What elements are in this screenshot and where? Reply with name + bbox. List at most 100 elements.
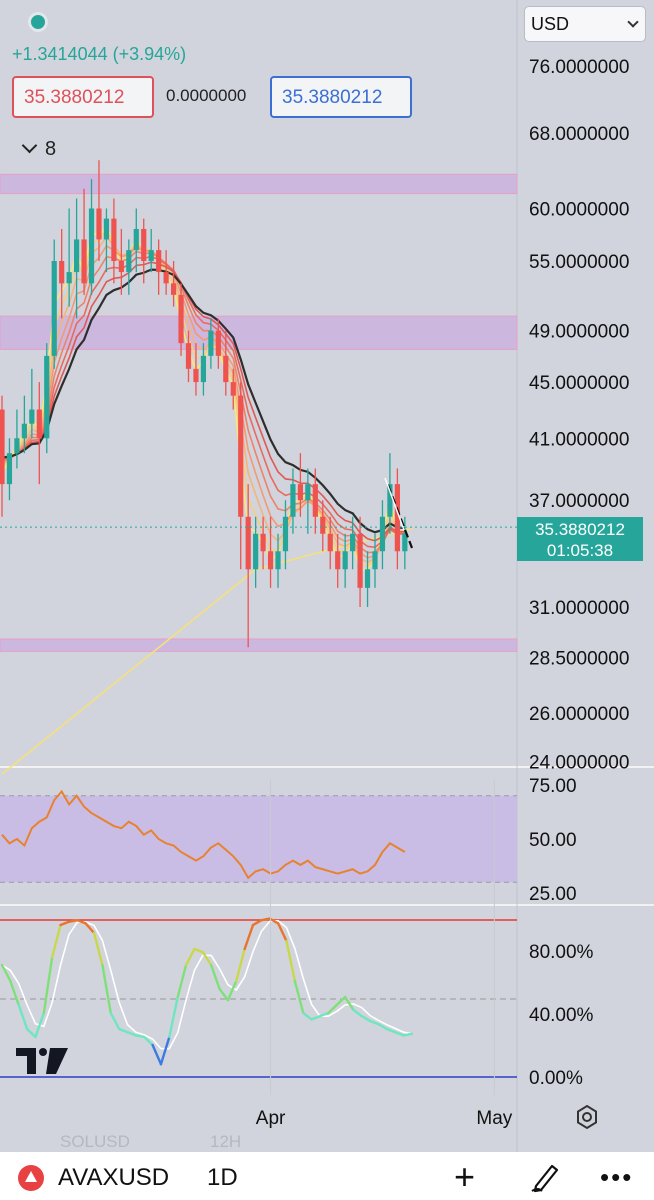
- candle[interactable]: [185, 330, 192, 383]
- ema-ribbon-line[interactable]: [1, 261, 405, 542]
- sell-price-box[interactable]: 35.3880212: [12, 76, 154, 118]
- candle[interactable]: [193, 343, 199, 396]
- candle[interactable]: [200, 343, 207, 396]
- stoch-k-segment[interactable]: [159, 1035, 171, 1066]
- chart-settings-icon[interactable]: [574, 1104, 600, 1130]
- candle[interactable]: [21, 395, 27, 454]
- candle[interactable]: [282, 500, 289, 570]
- candle[interactable]: [245, 484, 251, 648]
- stoch-k-segment[interactable]: [9, 979, 20, 1007]
- candle[interactable]: [312, 468, 318, 534]
- stoch-k-segment[interactable]: [368, 1019, 380, 1026]
- stoch-k-segment[interactable]: [0, 963, 12, 983]
- stoch-k-segment[interactable]: [151, 1043, 163, 1066]
- ema-ribbon-line[interactable]: [1, 250, 405, 554]
- candle[interactable]: [372, 533, 378, 588]
- stoch-k-segment[interactable]: [377, 1022, 389, 1031]
- stoch-k-segment[interactable]: [285, 939, 297, 983]
- stoch-k-segment[interactable]: [251, 919, 263, 927]
- stoch-k-segment[interactable]: [201, 951, 213, 967]
- stoch-k-segment[interactable]: [143, 1035, 154, 1047]
- candle[interactable]: [126, 239, 132, 295]
- stoch-k-segment[interactable]: [42, 955, 54, 1015]
- stoch-k-segment[interactable]: [318, 1011, 330, 1018]
- stoch-k-segment[interactable]: [293, 979, 305, 1015]
- candle[interactable]: [394, 468, 400, 570]
- stoch-k-segment[interactable]: [51, 923, 62, 959]
- stoch-k-segment[interactable]: [310, 1015, 322, 1021]
- candle[interactable]: [0, 395, 5, 517]
- price-pane[interactable]: [0, 0, 654, 1152]
- stoch-k-segment[interactable]: [352, 1008, 363, 1018]
- candle[interactable]: [238, 382, 244, 570]
- stoch-k-segment[interactable]: [335, 995, 347, 1007]
- stoch-k-segment[interactable]: [268, 917, 280, 925]
- candle[interactable]: [215, 318, 221, 369]
- candle[interactable]: [327, 516, 333, 570]
- ema-ribbon-line[interactable]: [1, 255, 405, 549]
- candle[interactable]: [350, 516, 356, 570]
- candle[interactable]: [305, 468, 311, 534]
- resistance-zone[interactable]: [0, 638, 518, 652]
- resistance-zone[interactable]: [0, 173, 518, 195]
- candle[interactable]: [275, 533, 281, 588]
- candle[interactable]: [364, 551, 371, 607]
- rsi-line[interactable]: [1, 789, 406, 880]
- candle[interactable]: [36, 382, 42, 485]
- candle[interactable]: [379, 500, 386, 570]
- candle[interactable]: [148, 228, 154, 273]
- candle[interactable]: [208, 318, 214, 369]
- add-icon[interactable]: +: [454, 1156, 476, 1197]
- stoch-k-segment[interactable]: [67, 919, 79, 923]
- candle[interactable]: [103, 208, 110, 273]
- candle[interactable]: [178, 283, 184, 356]
- stoch-k-segment[interactable]: [260, 917, 271, 922]
- candle[interactable]: [267, 516, 274, 588]
- symbol-button[interactable]: AVAXUSD: [58, 1164, 170, 1191]
- stoch-k-segment[interactable]: [134, 1034, 146, 1039]
- candle[interactable]: [74, 198, 80, 319]
- candle[interactable]: [29, 368, 35, 439]
- candle[interactable]: [14, 409, 20, 469]
- stoch-k-segment[interactable]: [360, 1015, 372, 1023]
- more-options-icon[interactable]: •••: [600, 1162, 634, 1192]
- candle[interactable]: [357, 516, 363, 607]
- candle[interactable]: [141, 218, 147, 284]
- stoch-k-segment[interactable]: [117, 1027, 129, 1034]
- stoch-k-segment[interactable]: [302, 1011, 313, 1021]
- candle[interactable]: [51, 239, 57, 369]
- stoch-k-segment[interactable]: [101, 963, 112, 1015]
- candle[interactable]: [156, 239, 162, 295]
- trend-line-drawing[interactable]: [384, 477, 405, 531]
- stoch-k-segment[interactable]: [168, 995, 179, 1039]
- resistance-zone[interactable]: [0, 315, 518, 350]
- stoch-k-segment[interactable]: [59, 920, 71, 927]
- candle[interactable]: [335, 533, 341, 588]
- candle[interactable]: [402, 516, 408, 570]
- candle[interactable]: [111, 198, 117, 284]
- stoch-k-segment[interactable]: [193, 947, 205, 954]
- drawing-tools-icon[interactable]: [528, 1160, 562, 1194]
- candle[interactable]: [342, 533, 348, 588]
- stoch-k-segment[interactable]: [235, 947, 246, 983]
- candle[interactable]: [6, 438, 13, 501]
- candle[interactable]: [320, 500, 326, 552]
- candle[interactable]: [118, 228, 124, 295]
- stoch-k-segment[interactable]: [402, 1032, 414, 1037]
- candle[interactable]: [96, 160, 102, 261]
- stoch-k-segment[interactable]: [126, 1030, 138, 1037]
- candle[interactable]: [253, 516, 259, 588]
- candle[interactable]: [290, 468, 296, 534]
- timeframe-button[interactable]: 1D: [207, 1164, 238, 1191]
- buy-price-box[interactable]: 35.3880212: [270, 76, 412, 118]
- ema-ribbon-line[interactable]: [1, 268, 405, 534]
- candle[interactable]: [260, 516, 266, 570]
- stoch-k-segment[interactable]: [327, 1003, 338, 1015]
- stoch-k-segment[interactable]: [209, 963, 221, 991]
- time-axis[interactable]: Apr May: [256, 780, 513, 1129]
- stoch-k-segment[interactable]: [385, 1027, 397, 1034]
- stoch-k-segment[interactable]: [109, 1011, 121, 1031]
- candle[interactable]: [133, 208, 139, 273]
- candle[interactable]: [223, 330, 229, 396]
- stoch-signal-line[interactable]: [1, 919, 413, 1050]
